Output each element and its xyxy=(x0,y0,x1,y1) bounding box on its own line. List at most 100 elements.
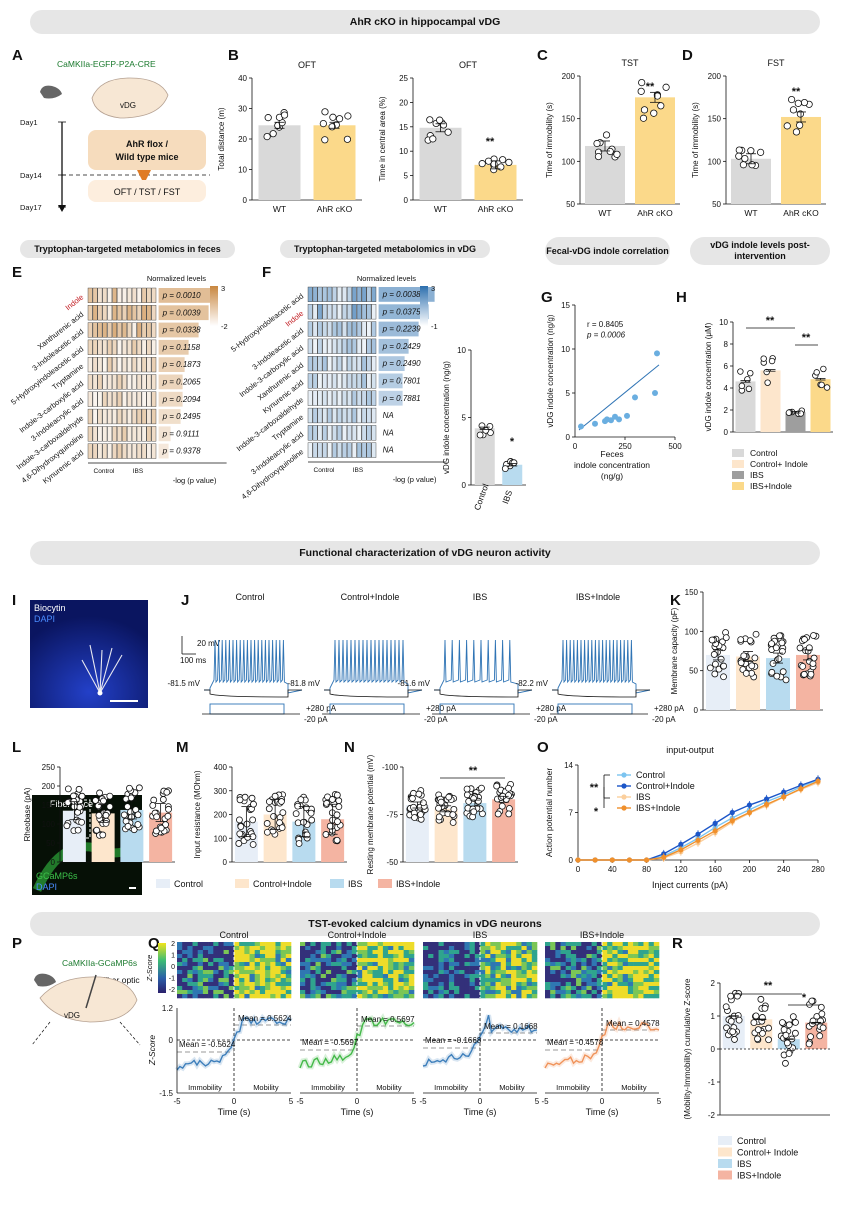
section-banner-calcium: TST-evoked calcium dynamics in vDG neuro… xyxy=(30,912,820,936)
q-heat-cell xyxy=(612,982,618,987)
q-heat-cell xyxy=(228,990,235,995)
F-heat-cell xyxy=(312,338,318,354)
q-heat-cell xyxy=(177,946,183,951)
q-heat-cell xyxy=(177,962,183,967)
q-heat-cell xyxy=(648,982,655,987)
q-heat-cell xyxy=(305,990,311,995)
E-heat-cell xyxy=(146,339,152,355)
q-heat-cell xyxy=(218,990,224,995)
K-bar xyxy=(766,658,790,710)
q-heat-cell xyxy=(576,990,582,995)
q-heat-cell xyxy=(265,966,271,971)
q-heat-cell xyxy=(403,958,410,963)
q-x-tick-label: 0 xyxy=(600,1097,605,1106)
q-heat-cell xyxy=(367,954,373,959)
q-heat-cell xyxy=(555,966,561,971)
o-x-tick-label: 40 xyxy=(608,865,617,874)
R-point xyxy=(819,1024,827,1032)
q-heat-cell xyxy=(382,978,389,983)
q-heat-cell xyxy=(627,954,634,959)
q-heat-cell xyxy=(555,974,561,979)
h-legend-label: IBS xyxy=(750,470,764,480)
K-point xyxy=(740,652,748,660)
N-point xyxy=(435,813,443,821)
q-heat-cell xyxy=(596,954,603,959)
C-x-tick-label: AhR cKO xyxy=(637,208,673,218)
D-point xyxy=(789,106,798,114)
q-heat-cell xyxy=(285,962,292,967)
q-heat-cell xyxy=(403,966,410,971)
F-heat-cell xyxy=(322,390,328,406)
q-heat-cell xyxy=(218,954,224,959)
q-heat-cell xyxy=(555,970,561,975)
E-heat-cell xyxy=(97,322,103,338)
q-heat-cell xyxy=(526,962,533,967)
q-heat-cell xyxy=(382,982,389,987)
q-heat-cell xyxy=(346,994,353,999)
q-heat-cell xyxy=(305,942,311,947)
q-heat-cell xyxy=(357,942,363,947)
q-heat-cell xyxy=(341,982,347,987)
q-heat-cell xyxy=(408,986,415,991)
F-pvalue-bar xyxy=(378,304,429,320)
q-heat-cell xyxy=(182,942,188,947)
q-heat-cell xyxy=(244,982,250,987)
q-heat-cell xyxy=(560,994,567,999)
R-y-tick-label: -2 xyxy=(708,1111,716,1120)
H-point xyxy=(823,384,831,391)
F-heat-cell xyxy=(351,286,357,303)
q-heat-cell xyxy=(464,962,470,967)
q-heat-cell xyxy=(490,950,496,955)
q-heat-cell xyxy=(382,962,389,967)
q-heat-cell xyxy=(622,950,629,955)
q-heat-cell xyxy=(653,946,660,951)
L-point xyxy=(124,803,131,810)
q-heat-cell xyxy=(315,970,322,975)
q-heat-cell xyxy=(398,970,404,975)
q-heat-cell xyxy=(433,970,439,975)
q-heat-cell xyxy=(228,958,235,963)
q-heat-cell xyxy=(591,982,598,987)
q-heat-cell xyxy=(310,982,316,987)
q-heat-cell xyxy=(362,986,368,991)
R-point xyxy=(807,1033,814,1041)
E-pvalue-bar xyxy=(158,409,181,424)
q-heat-cell xyxy=(531,942,538,947)
q-colorbar-tick: 2 xyxy=(171,941,175,948)
q-heat-cell xyxy=(367,946,373,951)
q-heat-cell xyxy=(495,954,502,959)
q-heat-cell xyxy=(223,954,230,959)
q-heat-cell xyxy=(372,986,379,991)
q-heat-cell xyxy=(531,954,538,959)
q-heat-cell xyxy=(521,978,527,983)
q-heat-cell xyxy=(228,974,235,979)
q-heat-cell xyxy=(213,970,219,975)
q-heat-cell xyxy=(428,942,434,947)
q-x-tick-label: 5 xyxy=(535,1097,540,1106)
q-heat-cell xyxy=(485,950,491,955)
E-pvalue-bar xyxy=(158,357,185,372)
panel-label-m: M xyxy=(176,739,189,756)
q-heat-cell xyxy=(643,970,649,975)
j-resting-vm: -81.5 mV xyxy=(168,679,201,688)
M-point xyxy=(297,796,305,804)
q-heat-cell xyxy=(192,958,199,963)
E-heat-cell xyxy=(146,391,152,407)
q-heat-cell xyxy=(576,970,582,975)
M-point xyxy=(237,823,245,830)
q-heat-cell xyxy=(228,970,235,975)
F-heat-cell xyxy=(317,373,323,389)
F-heat-cell xyxy=(361,442,367,458)
q-heat-cell xyxy=(208,942,214,947)
q-heat-cell xyxy=(182,994,188,999)
q-heat-cell xyxy=(213,990,219,995)
g-y-tick-label: 15 xyxy=(561,301,570,310)
q-heat-cell xyxy=(443,986,450,991)
q-heat-cell xyxy=(560,986,567,991)
E-heat-cell xyxy=(112,391,118,407)
q-colorbar-tick: 1 xyxy=(171,953,175,960)
H-y-label: vDG indole concentration (μM) xyxy=(704,322,713,431)
F-heat-cell xyxy=(312,356,318,372)
q-heat-cell xyxy=(223,958,230,963)
q-heat-cell xyxy=(362,974,368,979)
